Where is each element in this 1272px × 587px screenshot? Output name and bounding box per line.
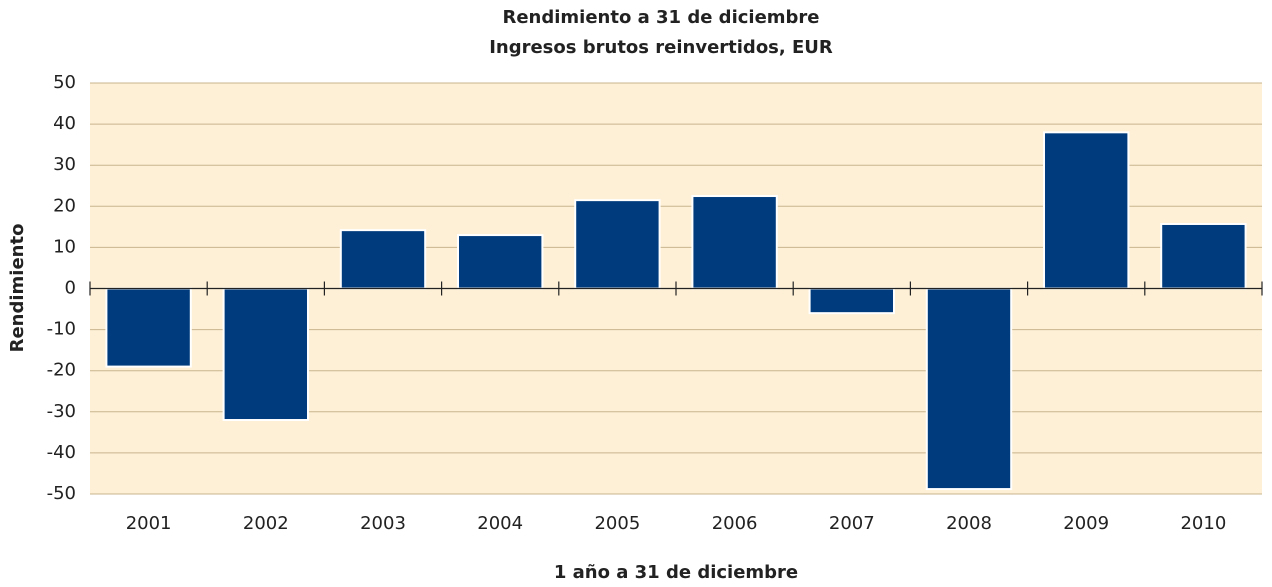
y-tick-label: 20 [53, 195, 76, 216]
bar [925, 287, 1013, 491]
x-tick-label: 2003 [360, 513, 406, 534]
x-tick-label: 2006 [712, 513, 758, 534]
y-tick-label: 0 [65, 278, 76, 299]
x-tick-label: 2009 [1063, 513, 1109, 534]
bar [222, 287, 309, 422]
x-tick-label: 2002 [243, 513, 289, 534]
bar [574, 199, 661, 290]
y-tick-label: 30 [53, 154, 76, 175]
bar [691, 195, 778, 290]
bar [339, 229, 427, 290]
chart-subtitle: Ingresos brutos reinvertidos, EUR [489, 37, 833, 58]
chart-title: Rendimiento a 31 de diciembre [502, 7, 819, 28]
y-tick-label: 40 [53, 113, 76, 134]
y-tick-label: 10 [53, 236, 76, 257]
y-axis-label: Rendimiento [7, 224, 28, 353]
bar [457, 234, 544, 290]
x-tick-label: 2008 [946, 513, 992, 534]
bar [105, 287, 192, 368]
y-tick-label: -30 [47, 401, 76, 422]
y-tick-label: -10 [47, 319, 76, 340]
bar [1043, 131, 1130, 290]
x-axis-label: 1 año a 31 de diciembre [554, 562, 798, 583]
bar [1160, 222, 1247, 290]
y-tick-label: -50 [47, 483, 76, 504]
y-tick-label: -40 [47, 442, 76, 463]
x-tick-label: 2004 [477, 513, 523, 534]
x-tick-label: 2001 [126, 513, 172, 534]
bar [808, 287, 895, 315]
y-tick-label: -20 [47, 360, 76, 381]
x-tick-label: 2005 [594, 513, 640, 534]
x-tick-label: 2010 [1180, 513, 1226, 534]
x-tick-label: 2007 [829, 513, 875, 534]
y-tick-label: 50 [53, 72, 76, 93]
